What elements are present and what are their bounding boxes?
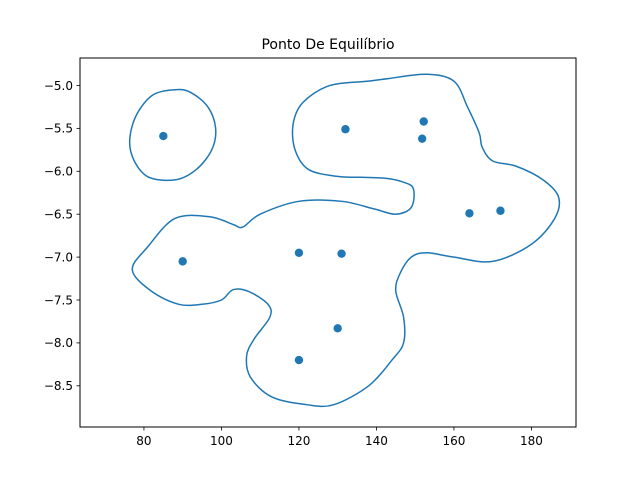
scatter-point <box>294 355 304 365</box>
x-tick-label: 180 <box>520 434 543 448</box>
contour-line-2 <box>131 73 561 408</box>
scatter-point <box>178 257 187 266</box>
y-axis: −5.0 −5.5 −6.0 −6.5 −7.0 −7.5 −8.0 −8.5 <box>44 79 80 393</box>
scatter-point <box>333 324 342 333</box>
plot-area-frame <box>79 57 577 428</box>
x-tick-label: 80 <box>136 434 151 448</box>
y-tick-label: −5.0 <box>44 79 73 93</box>
scatter-point <box>337 249 346 258</box>
x-axis: 80 100 120 140 160 180 <box>136 427 543 448</box>
y-tick-label: −8.5 <box>44 379 73 393</box>
x-tick-label: 120 <box>287 434 310 448</box>
contour-line-1 <box>128 88 217 182</box>
scatter-point <box>341 125 350 134</box>
scatter-point <box>159 131 168 141</box>
chart-title: Ponto De Equilíbrio <box>261 37 394 53</box>
y-tick-label: −7.0 <box>44 250 73 264</box>
y-tick-label: −6.5 <box>44 207 73 221</box>
y-tick-label: −8.0 <box>44 336 73 350</box>
scatter-points <box>159 117 505 365</box>
scatter-point <box>294 248 304 257</box>
x-tick-label: 160 <box>442 434 465 448</box>
x-tick-label: 100 <box>210 434 233 448</box>
y-tick-label: −5.5 <box>44 122 73 136</box>
scatter-point <box>419 117 428 126</box>
y-tick-label: −7.5 <box>44 293 73 307</box>
contour-lines <box>128 73 561 408</box>
scatter-point <box>496 206 505 215</box>
x-tick-label: 140 <box>365 434 388 448</box>
y-tick-label: −6.0 <box>44 165 73 179</box>
scatter-point <box>417 134 427 143</box>
scatter-point <box>465 209 474 218</box>
